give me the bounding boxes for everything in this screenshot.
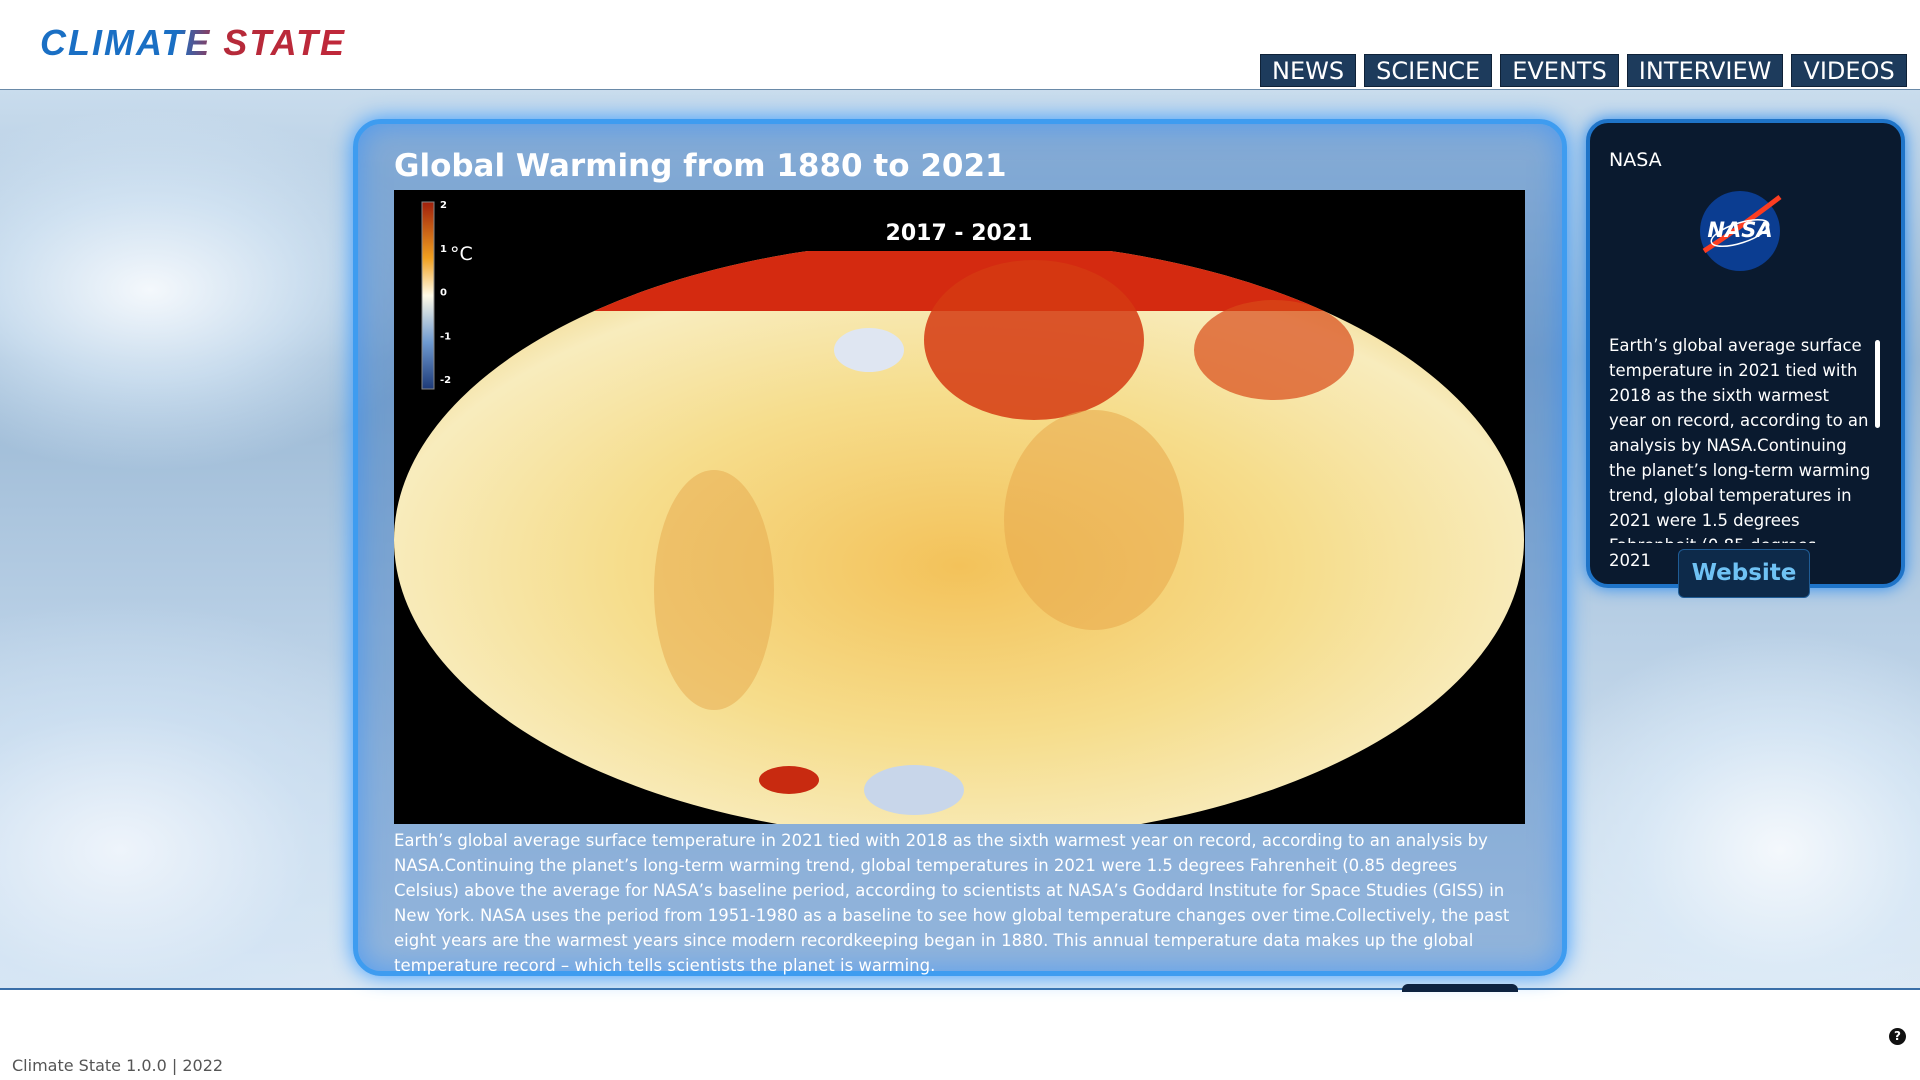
nav-button[interactable]: VIDEOS <box>1791 54 1907 87</box>
website-button[interactable]: Website <box>1678 549 1810 598</box>
legend-tick: 1 <box>440 244 447 255</box>
source-description: Earth’s global average surface temperatu… <box>1609 336 1871 543</box>
nav-button[interactable]: NEWS <box>1260 54 1357 87</box>
temperature-map: 2 1 0 -1 -2 °C 2017 - 2021 <box>394 190 1525 824</box>
legend-tick: -2 <box>440 375 451 386</box>
logo[interactable]: CLIMATE STATE <box>40 22 346 63</box>
article-title: Global Warming from 1880 to 2021 <box>394 148 1007 184</box>
nav-button[interactable]: INTERVIEW <box>1626 54 1784 87</box>
nav: NEWS SCIENCE EVENTS INTERVIEW VIDEOS <box>1260 54 1907 87</box>
nav-button[interactable]: SCIENCE <box>1364 54 1493 87</box>
version-label: Climate State 1.0.0 | 2022 <box>12 1056 224 1075</box>
scrollbar[interactable] <box>1875 340 1880 428</box>
nasa-logo: NASA <box>1700 191 1782 271</box>
logo-text: NASA <box>1707 218 1772 242</box>
source-name: NASA <box>1609 149 1662 171</box>
legend-unit: °C <box>450 243 473 265</box>
source-year: 2021 <box>1609 551 1651 570</box>
nav-button[interactable]: EVENTS <box>1500 54 1619 87</box>
legend-tick: 2 <box>440 200 447 211</box>
help-icon[interactable]: ? <box>1889 1028 1906 1045</box>
legend-tick: 0 <box>440 288 447 299</box>
legend-tick: -1 <box>440 331 451 342</box>
article-body: Earth’s global average surface temperatu… <box>394 831 1510 975</box>
map-period: 2017 - 2021 <box>886 221 1033 246</box>
header: CLIMATE STATE NEWS SCIENCE EVENTS INTERVIEW… <box>0 0 1920 90</box>
panel-tab <box>1402 984 1518 992</box>
